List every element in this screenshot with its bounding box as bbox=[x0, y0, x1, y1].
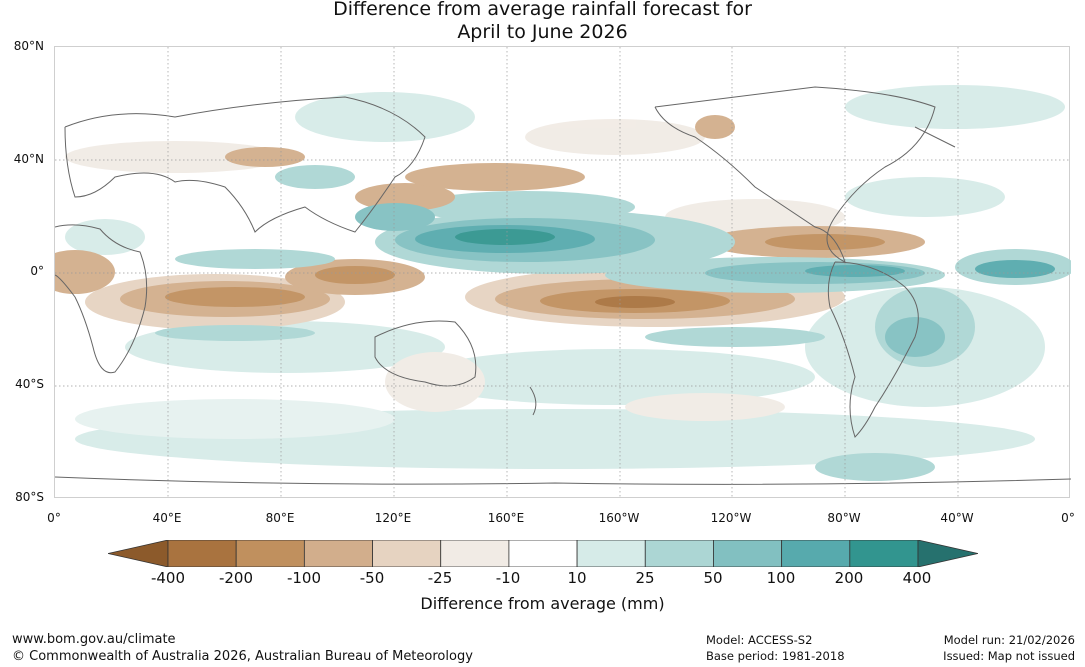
colorbar-cell bbox=[508, 540, 578, 567]
lon-label-80w: 80°W bbox=[827, 511, 861, 525]
model-name: Model: ACCESS-S2 bbox=[706, 633, 813, 647]
colorbar-cell bbox=[440, 540, 510, 567]
colorbar-cell bbox=[167, 540, 237, 567]
lat-label-80s: 80°S bbox=[15, 490, 44, 504]
map-canvas bbox=[55, 47, 1071, 499]
rainfall-map[interactable] bbox=[54, 46, 1071, 499]
colorbar-cell bbox=[235, 540, 305, 567]
footer-model-info: Model: ACCESS-S2 Base period: 1981-2018 bbox=[706, 632, 845, 664]
footer-left: www.bom.gov.au/climate © Commonwealth of… bbox=[12, 631, 473, 665]
lon-label-40e: 40°E bbox=[152, 511, 182, 525]
map-title: Difference from average rainfall forecas… bbox=[0, 0, 1085, 44]
colorbar-tick: -100 bbox=[286, 569, 322, 587]
colorbar-tick: -50 bbox=[359, 569, 385, 587]
website-link[interactable]: www.bom.gov.au/climate bbox=[12, 632, 176, 647]
lon-label-0-left: 0° bbox=[47, 511, 61, 525]
colorbar-tick: -400 bbox=[150, 569, 186, 587]
lat-label-equator: 0° bbox=[30, 264, 44, 278]
colorbar-cell bbox=[781, 540, 851, 567]
lon-label-160w: 160°W bbox=[598, 511, 640, 525]
colorbar-tick: 100 bbox=[766, 569, 796, 587]
copyright-text: © Commonwealth of Australia 2026, Austra… bbox=[12, 649, 473, 664]
colorbar-tick: -200 bbox=[218, 569, 254, 587]
colorbar-tick: 25 bbox=[635, 569, 655, 587]
colorbar-cell bbox=[372, 540, 442, 567]
lon-label-0-right: 0° bbox=[1061, 511, 1075, 525]
colorbar-cell bbox=[303, 540, 373, 567]
coastlines bbox=[55, 86, 1071, 485]
lon-label-120w: 120°W bbox=[710, 511, 752, 525]
colorbar-extend-high bbox=[917, 540, 978, 567]
colorbar bbox=[108, 540, 978, 567]
colorbar-cell bbox=[849, 540, 919, 567]
lon-label-120e: 120°E bbox=[374, 511, 412, 525]
lon-label-80e: 80°E bbox=[265, 511, 295, 525]
colorbar-cell bbox=[644, 540, 714, 567]
colorbar-cell bbox=[713, 540, 783, 567]
lat-label-40n: 40°N bbox=[13, 152, 44, 166]
colorbar-tick: 400 bbox=[902, 569, 932, 587]
colorbar-tick: 50 bbox=[703, 569, 723, 587]
model-run-date: Model run: 21/02/2026 bbox=[943, 633, 1075, 647]
colorbar-cell bbox=[576, 540, 646, 567]
colorbar-extend-low bbox=[108, 540, 169, 567]
colorbar-tick: 200 bbox=[834, 569, 864, 587]
lat-label-80n: 80°N bbox=[13, 39, 44, 53]
lat-label-40s: 40°S bbox=[15, 377, 44, 391]
base-period: Base period: 1981-2018 bbox=[706, 649, 845, 663]
colorbar-label: Difference from average (mm) bbox=[420, 594, 665, 613]
rainfall-anomaly-fields bbox=[55, 85, 1071, 481]
colorbar-tick: -25 bbox=[427, 569, 453, 587]
issued-status: Issued: Map not issued bbox=[943, 649, 1075, 663]
lon-label-160e: 160°E bbox=[487, 511, 525, 525]
title-line-2: April to June 2026 bbox=[457, 21, 628, 43]
footer-run-info: Model run: 21/02/2026 Issued: Map not is… bbox=[943, 632, 1075, 664]
colorbar-tick: -10 bbox=[495, 569, 521, 587]
title-line-1: Difference from average rainfall forecas… bbox=[333, 0, 752, 20]
colorbar-tick: 10 bbox=[567, 569, 587, 587]
graticule bbox=[55, 47, 1071, 499]
lon-label-40w: 40°W bbox=[940, 511, 974, 525]
